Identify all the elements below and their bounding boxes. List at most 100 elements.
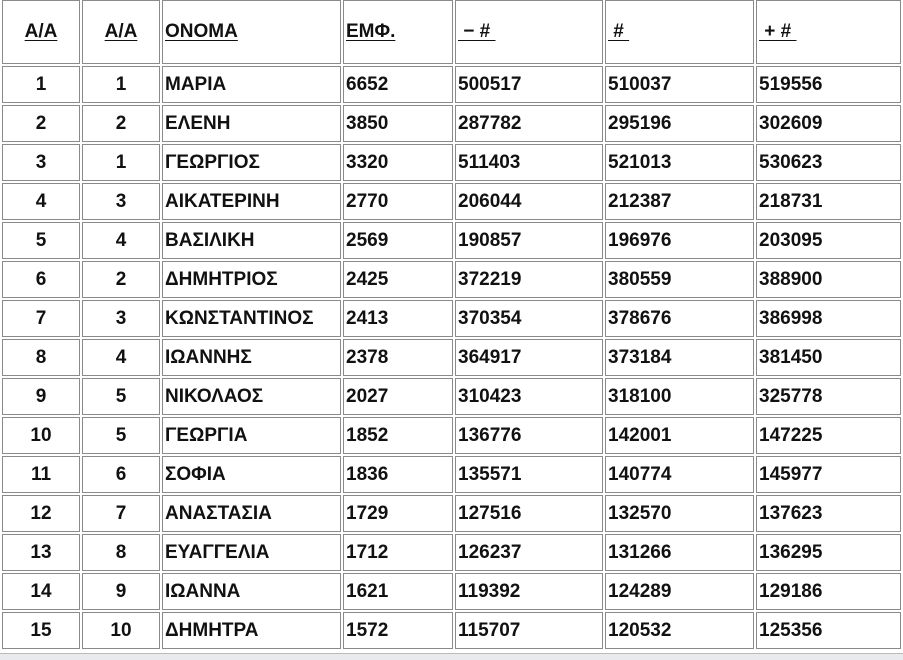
- cell-minus-estimate: 372219: [455, 261, 603, 298]
- cell-aa-overall: 6: [2, 261, 80, 298]
- cell-estimate: 380559: [605, 261, 754, 298]
- cell-plus-estimate: 145977: [756, 456, 901, 493]
- cell-estimate: 131266: [605, 534, 754, 571]
- table-row: 14 9 ΙΩΑΝΝΑ 1621 119392 124289 129186: [2, 573, 901, 610]
- table-row: 13 8 ΕΥΑΓΓΕΛΙΑ 1712 126237 131266 136295: [2, 534, 901, 571]
- table-row: 10 5 ΓΕΩΡΓΙΑ 1852 136776 142001 147225: [2, 417, 901, 454]
- cell-occurrences: 2378: [343, 339, 453, 376]
- cell-occurrences: 1836: [343, 456, 453, 493]
- cell-occurrences: 2569: [343, 222, 453, 259]
- cell-plus-estimate: 388900: [756, 261, 901, 298]
- cell-name: ΣΟΦΙΑ: [162, 456, 341, 493]
- header-aa-gender: Α/Α: [82, 0, 160, 64]
- cell-aa-gender: 8: [82, 534, 160, 571]
- cell-occurrences: 1621: [343, 573, 453, 610]
- cell-minus-estimate: 310423: [455, 378, 603, 415]
- cell-minus-estimate: 511403: [455, 144, 603, 181]
- cell-name: ΒΑΣΙΛΙΚΗ: [162, 222, 341, 259]
- cell-estimate: 124289: [605, 573, 754, 610]
- cell-estimate: 212387: [605, 183, 754, 220]
- cell-estimate: 373184: [605, 339, 754, 376]
- cell-plus-estimate: 137623: [756, 495, 901, 532]
- cell-plus-estimate: 129186: [756, 573, 901, 610]
- table-row: 4 3 ΑΙΚΑΤΕΡΙΝΗ 2770 206044 212387 218731: [2, 183, 901, 220]
- cell-aa-gender: 1: [82, 66, 160, 103]
- table-row: 1 1 ΜΑΡΙΑ 6652 500517 510037 519556: [2, 66, 901, 103]
- cell-name: ΜΑΡΙΑ: [162, 66, 341, 103]
- cell-minus-estimate: 136776: [455, 417, 603, 454]
- header-plus-estimate: + #: [756, 0, 901, 64]
- cell-aa-gender: 6: [82, 456, 160, 493]
- cell-minus-estimate: 364917: [455, 339, 603, 376]
- header-estimate: #: [605, 0, 754, 64]
- cell-plus-estimate: 147225: [756, 417, 901, 454]
- table-row: 6 2 ΔΗΜΗΤΡΙΟΣ 2425 372219 380559 388900: [2, 261, 901, 298]
- table-row: 9 5 ΝΙΚΟΛΑΟΣ 2027 310423 318100 325778: [2, 378, 901, 415]
- cell-occurrences: 2413: [343, 300, 453, 337]
- table-body: 1 1 ΜΑΡΙΑ 6652 500517 510037 519556 2 2 ΕΛΕΝΗ 3850…: [2, 66, 901, 649]
- header-aa-overall: Α/Α: [2, 0, 80, 64]
- cell-plus-estimate: 218731: [756, 183, 901, 220]
- cell-aa-overall: 7: [2, 300, 80, 337]
- table-row: 15 10 ΔΗΜΗΤΡΑ 1572 115707 120532 125356: [2, 612, 901, 649]
- cell-name: ΔΗΜΗΤΡΑ: [162, 612, 341, 649]
- cell-minus-estimate: 119392: [455, 573, 603, 610]
- cell-aa-overall: 8: [2, 339, 80, 376]
- cell-aa-overall: 11: [2, 456, 80, 493]
- cell-occurrences: 3850: [343, 105, 453, 142]
- cell-plus-estimate: 325778: [756, 378, 901, 415]
- cell-aa-overall: 14: [2, 573, 80, 610]
- cell-plus-estimate: 302609: [756, 105, 901, 142]
- header-row: Α/Α Α/Α ΟΝΟΜΑ ΕΜΦ. − # # + #: [2, 0, 901, 64]
- cell-name: ΔΗΜΗΤΡΙΟΣ: [162, 261, 341, 298]
- cell-name: ΕΛΕΝΗ: [162, 105, 341, 142]
- cell-plus-estimate: 125356: [756, 612, 901, 649]
- cell-occurrences: 1572: [343, 612, 453, 649]
- cell-estimate: 378676: [605, 300, 754, 337]
- cell-plus-estimate: 203095: [756, 222, 901, 259]
- cell-aa-gender: 4: [82, 339, 160, 376]
- cell-estimate: 510037: [605, 66, 754, 103]
- cell-name: ΑΙΚΑΤΕΡΙΝΗ: [162, 183, 341, 220]
- header-occurrences: ΕΜΦ.: [343, 0, 453, 64]
- table-row: 2 2 ΕΛΕΝΗ 3850 287782 295196 302609: [2, 105, 901, 142]
- table-row: 3 1 ΓΕΩΡΓΙΟΣ 3320 511403 521013 530623: [2, 144, 901, 181]
- cell-aa-gender: 7: [82, 495, 160, 532]
- cell-plus-estimate: 381450: [756, 339, 901, 376]
- cell-occurrences: 2027: [343, 378, 453, 415]
- table-row: 7 3 ΚΩΝΣΤΑΝΤΙΝΟΣ 2413 370354 378676 386998: [2, 300, 901, 337]
- cell-name: ΝΙΚΟΛΑΟΣ: [162, 378, 341, 415]
- cell-estimate: 295196: [605, 105, 754, 142]
- cell-name: ΕΥΑΓΓΕΛΙΑ: [162, 534, 341, 571]
- cell-occurrences: 1712: [343, 534, 453, 571]
- cell-aa-gender: 1: [82, 144, 160, 181]
- cell-occurrences: 1729: [343, 495, 453, 532]
- cell-aa-gender: 5: [82, 378, 160, 415]
- cell-plus-estimate: 530623: [756, 144, 901, 181]
- cell-name: ΚΩΝΣΤΑΝΤΙΝΟΣ: [162, 300, 341, 337]
- cell-minus-estimate: 135571: [455, 456, 603, 493]
- header-name: ΟΝΟΜΑ: [162, 0, 341, 64]
- cell-aa-overall: 12: [2, 495, 80, 532]
- cell-aa-overall: 1: [2, 66, 80, 103]
- table-row: 11 6 ΣΟΦΙΑ 1836 135571 140774 145977: [2, 456, 901, 493]
- cell-occurrences: 3320: [343, 144, 453, 181]
- cell-name: ΓΕΩΡΓΙΟΣ: [162, 144, 341, 181]
- cell-occurrences: 6652: [343, 66, 453, 103]
- cell-occurrences: 2770: [343, 183, 453, 220]
- cell-aa-overall: 15: [2, 612, 80, 649]
- cell-estimate: 142001: [605, 417, 754, 454]
- cell-minus-estimate: 190857: [455, 222, 603, 259]
- cell-name: ΓΕΩΡΓΙΑ: [162, 417, 341, 454]
- cell-estimate: 120532: [605, 612, 754, 649]
- cell-aa-gender: 2: [82, 261, 160, 298]
- cell-aa-gender: 3: [82, 300, 160, 337]
- cell-minus-estimate: 126237: [455, 534, 603, 571]
- cell-aa-gender: 3: [82, 183, 160, 220]
- bottom-bar: [0, 653, 903, 660]
- cell-aa-gender: 4: [82, 222, 160, 259]
- cell-aa-overall: 9: [2, 378, 80, 415]
- cell-plus-estimate: 136295: [756, 534, 901, 571]
- cell-name: ΙΩΑΝΝΗΣ: [162, 339, 341, 376]
